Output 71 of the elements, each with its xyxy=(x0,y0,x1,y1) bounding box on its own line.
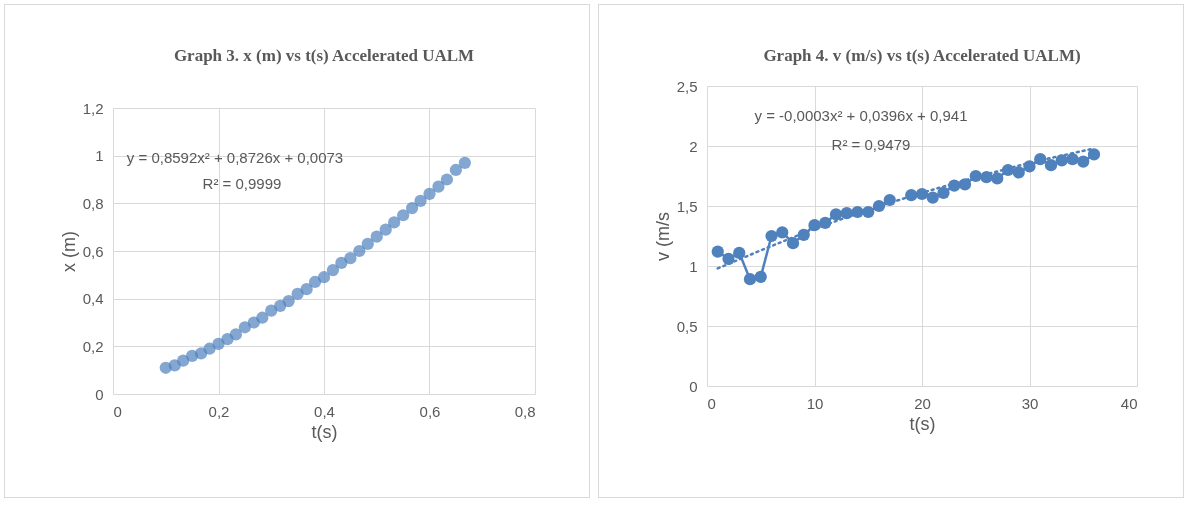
point xyxy=(1012,166,1025,179)
point xyxy=(937,186,950,199)
annotation: y = -0,0003x² + 0,0396x + 0,941 xyxy=(754,107,968,124)
point xyxy=(344,252,357,265)
point xyxy=(353,244,366,258)
point xyxy=(743,273,757,286)
y-tick-label: 2,5 xyxy=(676,77,698,95)
point xyxy=(458,156,471,169)
x-tick-label: 30 xyxy=(1021,394,1039,412)
point xyxy=(449,163,462,177)
point xyxy=(711,245,724,258)
annotation: y = 0,8592x² + 0,8726x + 0,0073 xyxy=(126,149,344,166)
y-tick-label: 0,6 xyxy=(82,242,104,260)
x-tick-label: 0 xyxy=(113,402,122,420)
point xyxy=(282,294,295,308)
y-axis-title: x (m) xyxy=(58,231,79,272)
y-tick-label: 0,4 xyxy=(82,290,104,308)
y-axis-title: v (m/s xyxy=(652,212,673,261)
x-tick-label: 10 xyxy=(806,394,824,412)
point xyxy=(829,208,843,221)
point xyxy=(423,187,436,200)
point xyxy=(765,229,778,243)
point xyxy=(397,209,410,222)
x-tick-label: 40 xyxy=(1120,394,1138,412)
x-tick-label: 0,4 xyxy=(314,402,335,420)
point xyxy=(317,271,331,284)
y-tick-label: 0,2 xyxy=(82,337,104,355)
y-tick-label: 1 xyxy=(95,147,104,165)
y-tick-label: 0,5 xyxy=(676,317,698,335)
point xyxy=(379,223,392,236)
y-tick-label: 0,8 xyxy=(82,194,104,212)
point xyxy=(432,180,445,193)
y-tick-label: 1 xyxy=(689,257,698,275)
point xyxy=(361,237,374,250)
point xyxy=(754,270,767,283)
point xyxy=(991,172,1004,185)
point xyxy=(733,246,746,259)
point xyxy=(405,201,419,215)
point xyxy=(291,287,304,301)
x-tick-label: 0,2 xyxy=(208,402,230,420)
point xyxy=(256,311,269,324)
point xyxy=(1077,155,1090,168)
point xyxy=(300,283,313,296)
point xyxy=(786,237,800,250)
x-tick-label: 0 xyxy=(707,394,716,412)
point xyxy=(926,191,939,204)
point xyxy=(414,194,427,208)
y-tick-label: 2 xyxy=(689,137,698,155)
point xyxy=(440,173,454,186)
chart-title: Graph 3. x (m) vs t(s) Accelerated UALM xyxy=(173,46,475,65)
point xyxy=(229,328,243,341)
point xyxy=(370,230,383,243)
point xyxy=(1044,159,1058,172)
x-tick-label: 0,8 xyxy=(514,402,536,420)
point xyxy=(326,263,340,277)
x-tick-label: 20 xyxy=(914,394,931,412)
annotation: R² = 0,9999 xyxy=(202,175,282,192)
y-tick-label: 0 xyxy=(689,377,698,395)
x-axis-title: t(s) xyxy=(909,413,936,434)
y-tick-label: 1,2 xyxy=(82,99,104,117)
annotation: R² = 0,9479 xyxy=(831,136,911,153)
point xyxy=(203,342,216,355)
x-tick-label: 0,6 xyxy=(419,402,441,420)
point xyxy=(238,321,251,334)
point xyxy=(388,216,401,229)
chart-title: Graph 4. v (m/s) vs t(s) Accelerated UALM) xyxy=(763,46,1081,65)
x-axis-title: t(s) xyxy=(311,421,338,442)
point xyxy=(776,226,789,239)
y-tick-label: 1,5 xyxy=(676,197,698,215)
point xyxy=(308,275,322,289)
point xyxy=(1087,148,1101,161)
